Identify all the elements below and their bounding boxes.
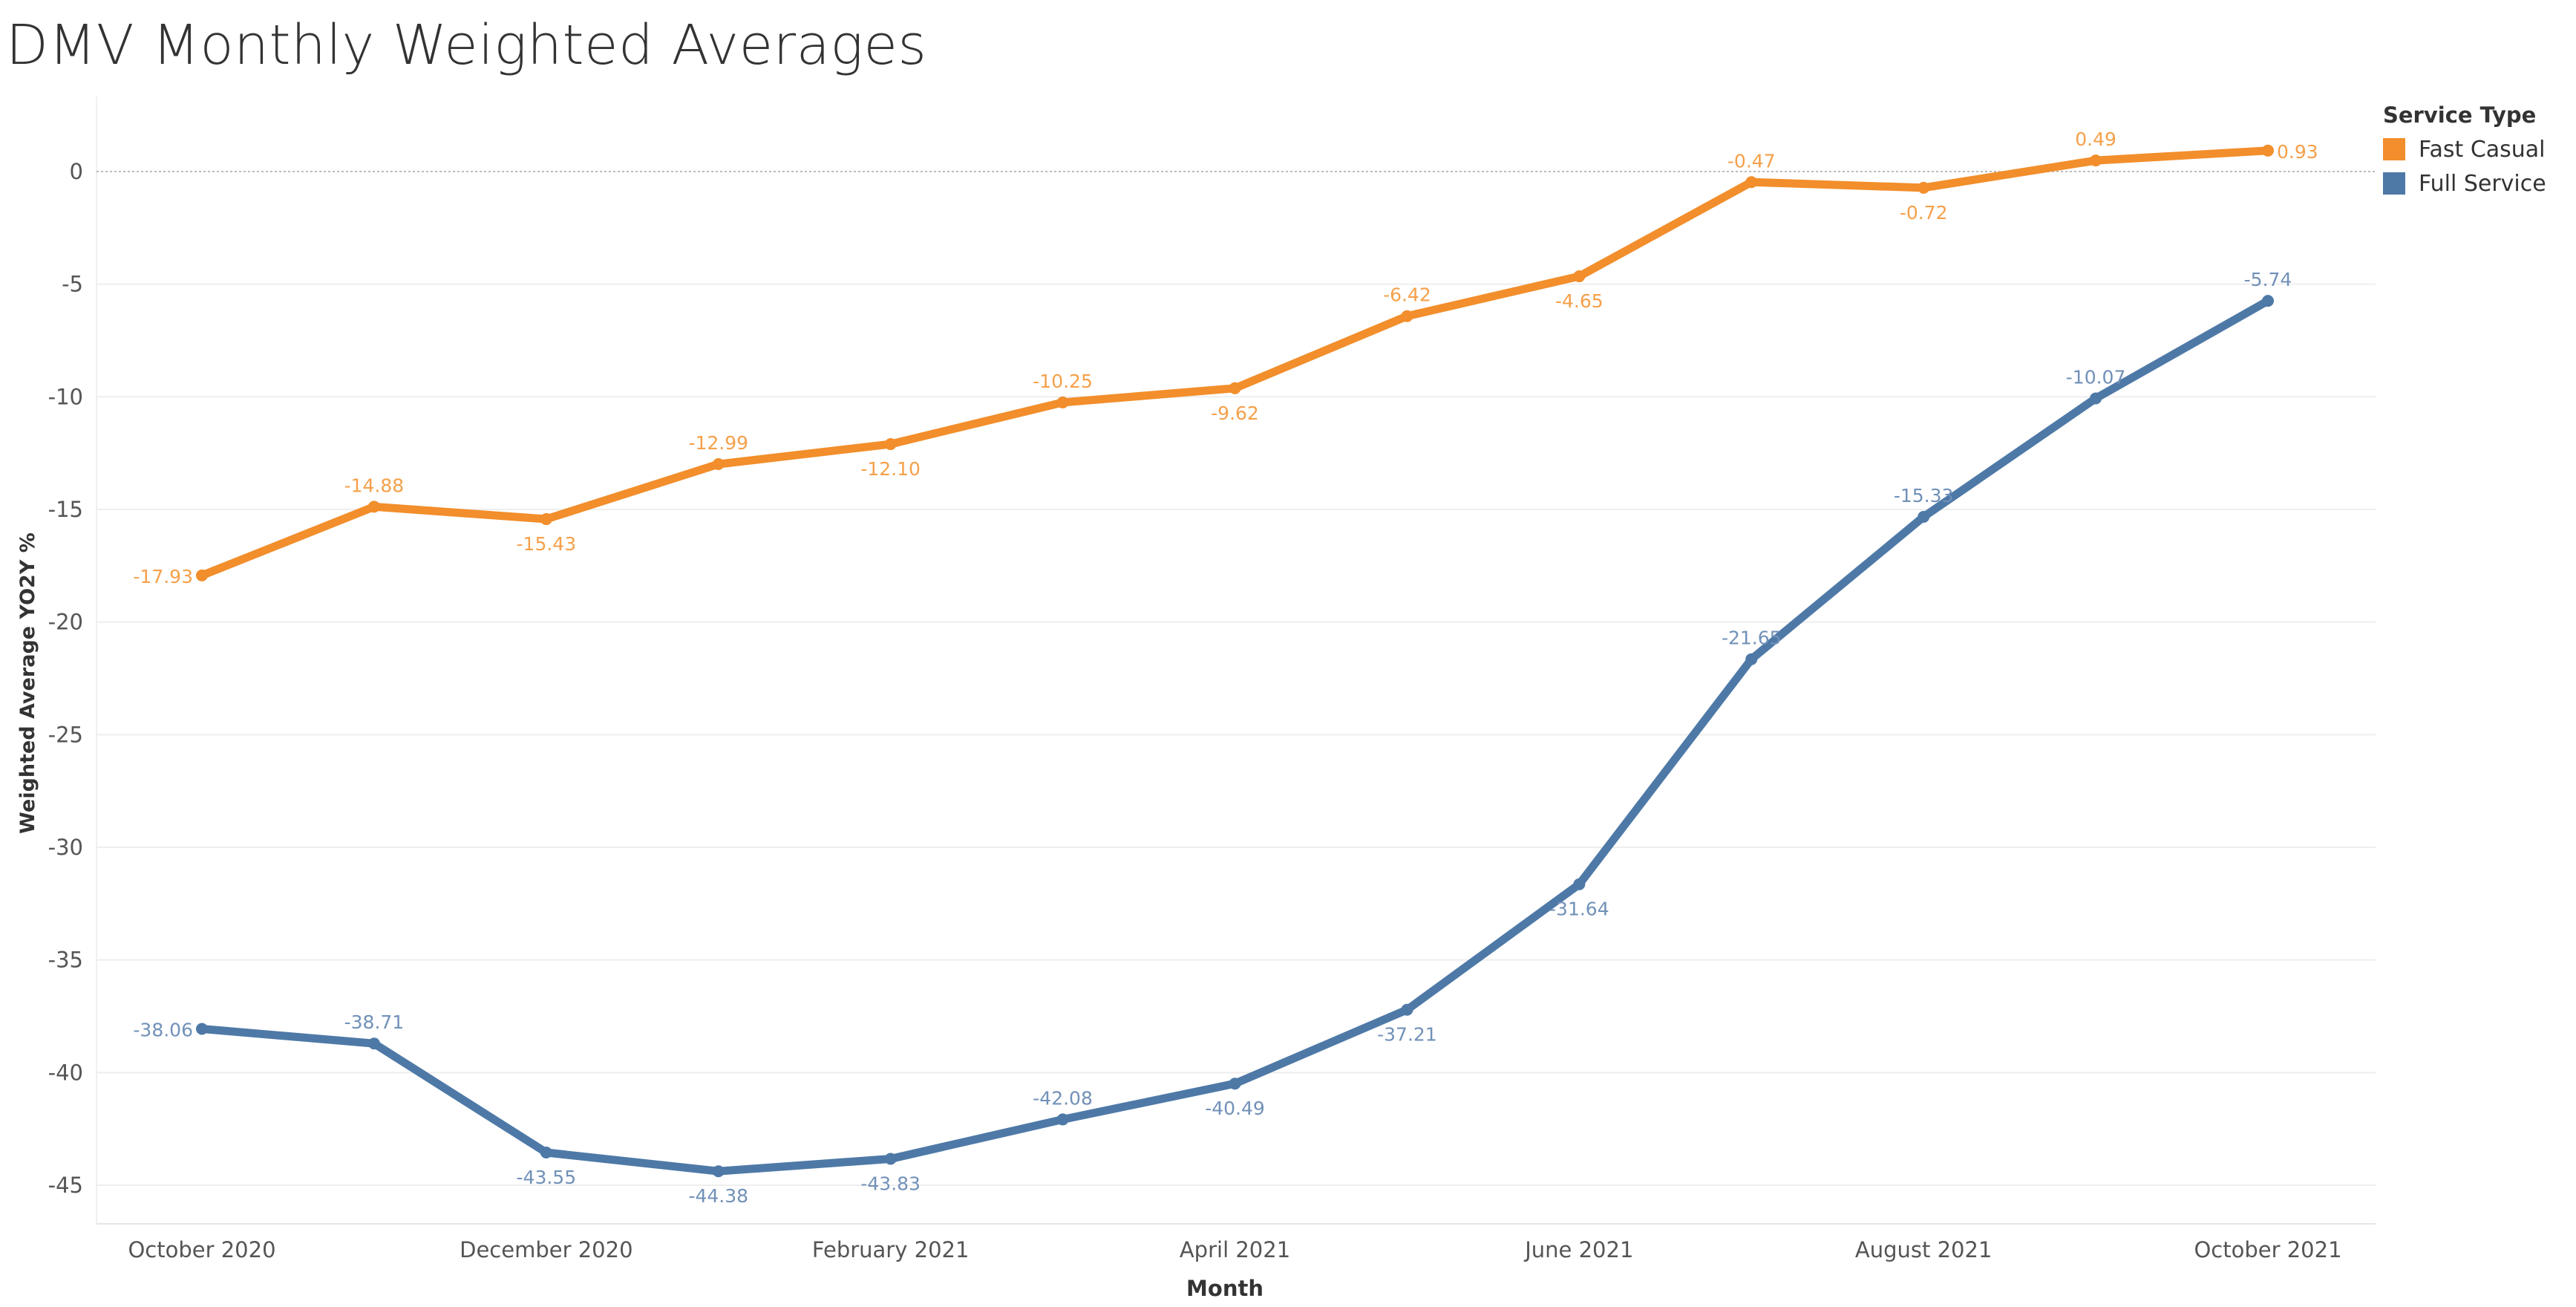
data-label: -15.43: [517, 533, 577, 555]
x-tick-label: December 2020: [460, 1237, 632, 1262]
y-tick-label: -20: [48, 610, 83, 635]
data-label: -0.72: [1900, 202, 1948, 224]
data-label: -43.83: [860, 1173, 921, 1195]
data-label: -0.47: [1727, 150, 1776, 172]
series-lines: [197, 146, 2272, 1176]
data-point: [1918, 181, 1930, 194]
data-point: [1229, 1078, 1241, 1090]
y-tick-label: -35: [48, 948, 83, 973]
data-point: [884, 438, 897, 451]
data-point: [540, 513, 552, 526]
data-point: [1056, 396, 1069, 408]
data-point: [1056, 1113, 1069, 1126]
data-label: -12.10: [860, 458, 921, 480]
series-line-fast-casual: [197, 146, 2272, 580]
data-label: -31.64: [1549, 899, 1609, 920]
y-tick-label: -30: [48, 835, 83, 860]
data-label: -10.25: [1033, 371, 1093, 392]
legend-item-fast-casual[interactable]: Fast Casual: [2383, 132, 2546, 166]
data-label: -10.07: [2066, 366, 2126, 388]
data-point: [1745, 653, 1758, 665]
x-tick-label: October 2021: [2194, 1237, 2341, 1262]
data-label: -15.33: [1894, 485, 1954, 506]
data-point: [884, 1153, 897, 1165]
data-label: -38.06: [133, 1019, 193, 1040]
data-point: [2090, 154, 2102, 167]
y-axis-ticks: 0 -5 -10 -15 -20 -25 -30 -35 -40 -45: [48, 159, 83, 1198]
data-label: -5.74: [2244, 269, 2292, 290]
data-point: [2262, 144, 2274, 157]
data-point: [1573, 878, 1586, 890]
data-point: [2262, 295, 2274, 307]
data-point: [712, 1165, 725, 1178]
data-label: -40.49: [1205, 1098, 1265, 1119]
data-label: -21.65: [1722, 628, 1782, 649]
y-tick-label: -15: [48, 497, 83, 522]
data-point: [2090, 392, 2102, 405]
data-point: [1745, 176, 1758, 189]
y-tick-label: -5: [62, 272, 83, 297]
y-tick-label: -25: [48, 722, 83, 747]
data-label: -44.38: [688, 1185, 748, 1207]
y-tick-label: 0: [70, 159, 83, 184]
data-labels: -17.93 -14.88 -15.43 -12.99 -12.10 -10.25 -9.6…: [133, 128, 2318, 1207]
x-axis-ticks: October 2020 December 2020 February 2021 Ap…: [128, 1237, 2341, 1262]
data-point: [196, 1023, 208, 1035]
legend-swatch-full-service: [2383, 172, 2405, 195]
legend-label-full-service: Full Service: [2419, 170, 2546, 197]
series-points: [196, 144, 2274, 1178]
data-point: [1401, 310, 1413, 322]
series-line-full-service: [197, 296, 2272, 1176]
data-label: -6.42: [1383, 284, 1431, 306]
x-tick-label: April 2021: [1180, 1237, 1290, 1262]
legend: Service Type Fast Casual Full Service: [2383, 102, 2546, 201]
data-point: [367, 1037, 380, 1050]
data-label: -9.62: [1211, 402, 1259, 424]
y-tick-label: -45: [48, 1173, 83, 1198]
y-tick-label: -40: [48, 1060, 83, 1085]
legend-title: Service Type: [2383, 102, 2537, 128]
x-tick-label: February 2021: [812, 1237, 970, 1262]
gridlines: [96, 97, 2376, 1225]
legend-label-fast-casual: Fast Casual: [2419, 136, 2546, 163]
data-label: -37.21: [1377, 1024, 1437, 1046]
data-point: [712, 458, 725, 471]
data-label: 0.93: [2277, 141, 2318, 163]
data-point: [1573, 270, 1586, 283]
x-tick-label: June 2021: [1523, 1237, 1633, 1262]
legend-swatch-fast-casual: [2383, 138, 2405, 160]
data-label: -4.65: [1555, 290, 1604, 312]
data-label: -42.08: [1033, 1087, 1093, 1109]
x-axis-title: Month: [1186, 1276, 1264, 1301]
data-label: -43.55: [517, 1167, 577, 1188]
data-label: -12.99: [688, 432, 748, 454]
y-axis-title: Weighted Average YO2Y %: [16, 532, 39, 834]
page-title: DMV Monthly Weighted Averages: [6, 13, 927, 77]
x-tick-label: August 2021: [1855, 1237, 1993, 1262]
data-point: [540, 1147, 552, 1159]
legend-item-full-service[interactable]: Full Service: [2383, 166, 2546, 201]
data-label: -17.93: [133, 566, 193, 587]
data-point: [196, 569, 208, 581]
data-point: [367, 501, 380, 513]
x-tick-label: October 2020: [128, 1237, 275, 1262]
data-label: -14.88: [344, 475, 405, 496]
data-label: 0.49: [2075, 128, 2116, 150]
y-tick-label: -10: [48, 384, 83, 409]
data-point: [1401, 1003, 1413, 1016]
data-label: -38.71: [344, 1011, 405, 1033]
data-point: [1918, 511, 1930, 524]
data-point: [1229, 382, 1241, 394]
